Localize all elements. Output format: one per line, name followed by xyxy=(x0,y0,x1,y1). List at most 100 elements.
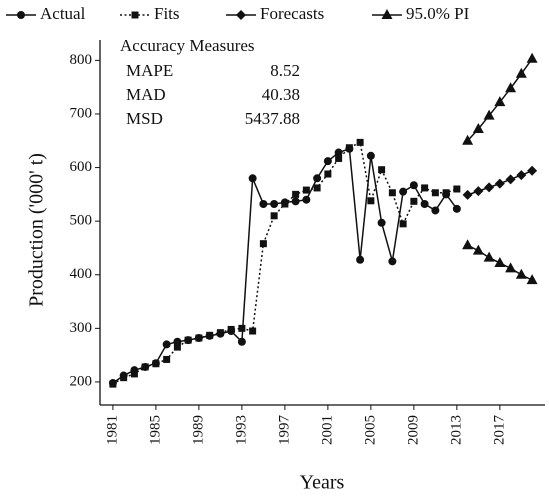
point xyxy=(472,244,484,255)
point xyxy=(377,218,386,227)
y-tick-label: 200 xyxy=(70,373,93,389)
point xyxy=(399,187,408,196)
point xyxy=(237,337,246,346)
point xyxy=(453,185,461,193)
point xyxy=(462,134,474,145)
point xyxy=(515,67,527,78)
point xyxy=(109,380,117,388)
point xyxy=(494,96,506,107)
point xyxy=(442,189,450,197)
point xyxy=(483,109,495,120)
y-tick-label: 400 xyxy=(70,266,93,282)
point xyxy=(173,343,181,351)
series-line xyxy=(112,147,458,384)
point xyxy=(292,190,300,198)
x-tick-label: 1997 xyxy=(276,415,292,446)
point xyxy=(270,200,279,209)
point xyxy=(421,184,429,192)
point xyxy=(388,257,397,266)
point xyxy=(526,52,538,63)
point xyxy=(162,340,171,349)
point xyxy=(431,189,439,197)
x-tick-label: 2001 xyxy=(319,415,335,445)
y-tick-label: 300 xyxy=(70,320,93,336)
point xyxy=(494,256,506,267)
x-tick-label: 2013 xyxy=(448,415,464,445)
point xyxy=(388,189,396,197)
legend-marker xyxy=(17,11,25,19)
accuracy-label: MSD xyxy=(126,109,163,128)
point xyxy=(452,204,461,213)
legend-label: Fits xyxy=(154,4,180,23)
accuracy-value: 8.52 xyxy=(270,61,300,80)
point xyxy=(515,268,527,279)
point xyxy=(238,324,246,332)
point xyxy=(313,174,322,183)
legend-marker xyxy=(381,9,393,19)
point xyxy=(483,251,495,262)
point xyxy=(206,331,214,339)
point xyxy=(291,197,300,206)
accuracy-title: Accuracy Measures xyxy=(120,36,255,55)
point xyxy=(505,262,517,273)
point xyxy=(248,174,257,183)
point xyxy=(335,154,343,162)
point xyxy=(366,151,375,160)
accuracy-label: MAPE xyxy=(126,61,173,80)
point xyxy=(378,166,386,174)
point xyxy=(399,220,407,228)
x-tick-label: 1993 xyxy=(233,415,249,445)
x-tick-label: 2017 xyxy=(491,415,507,446)
legend-marker xyxy=(236,10,246,20)
point xyxy=(324,170,332,178)
point xyxy=(302,186,310,194)
y-tick-label: 500 xyxy=(70,213,93,229)
y-tick-label: 700 xyxy=(70,105,93,121)
point xyxy=(216,329,224,337)
y-axis-label: Production ('000' t) xyxy=(26,153,48,307)
point xyxy=(184,336,192,344)
point xyxy=(473,186,484,197)
x-axis-label: Years xyxy=(300,472,345,494)
point xyxy=(356,255,365,264)
y-tick-label: 600 xyxy=(70,159,93,175)
point xyxy=(462,189,473,200)
point xyxy=(152,360,160,368)
y-tick-label: 800 xyxy=(70,52,93,68)
point xyxy=(356,138,364,146)
point xyxy=(259,240,267,248)
point xyxy=(227,325,235,333)
point xyxy=(505,82,517,93)
point xyxy=(472,122,484,133)
accuracy-label: MAD xyxy=(126,85,166,104)
point xyxy=(527,165,538,176)
point xyxy=(249,327,257,335)
point xyxy=(334,148,343,157)
point xyxy=(195,334,203,342)
point xyxy=(163,355,171,363)
point xyxy=(410,197,418,205)
point xyxy=(367,197,375,205)
point xyxy=(302,195,311,204)
point xyxy=(313,184,321,192)
point xyxy=(141,363,149,371)
x-tick-label: 1989 xyxy=(190,415,206,445)
legend-marker xyxy=(131,11,139,19)
point xyxy=(526,274,538,285)
point xyxy=(409,181,418,190)
legend-label: Actual xyxy=(40,4,86,23)
legend-label: Forecasts xyxy=(260,4,324,23)
point xyxy=(431,206,440,215)
point xyxy=(420,200,429,209)
point xyxy=(270,212,278,220)
legend-label: 95.0% PI xyxy=(406,4,470,23)
point xyxy=(323,157,332,166)
accuracy-value: 5437.88 xyxy=(245,109,300,128)
point xyxy=(120,374,128,382)
point xyxy=(494,178,505,189)
point xyxy=(462,239,474,250)
point xyxy=(484,182,495,193)
point xyxy=(281,200,289,208)
x-tick-label: 2005 xyxy=(362,415,378,445)
